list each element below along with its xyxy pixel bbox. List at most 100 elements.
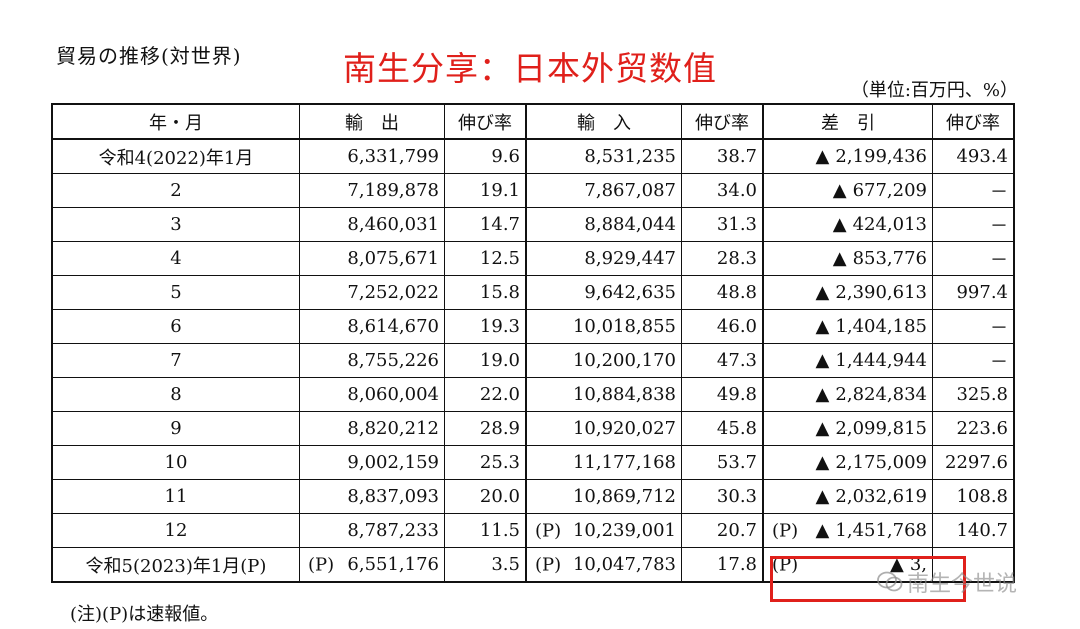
balance-value: 1,444,944	[835, 350, 927, 371]
exports-cell: 8,837,093	[299, 479, 445, 514]
deficit-triangle: ▲	[815, 452, 830, 473]
export-growth-cell: 15.8	[444, 275, 527, 310]
imports-value: 10,884,838	[572, 384, 676, 405]
balance-growth-cell: －	[932, 207, 1015, 242]
table-row: 9 8,820,212 28.9 10,920,027 45.8 ▲ 2,099,815 22…	[51, 411, 1015, 446]
year-month-cell: 8	[51, 377, 300, 412]
table-row: 2 7,189,878 19.1 7,867,087 34.0 ▲ 677,209 －	[51, 173, 1015, 208]
year-month-cell: 7	[51, 343, 300, 378]
col-header-import-growth: 伸び率	[681, 103, 764, 140]
balance-growth-cell: 223.6	[932, 411, 1015, 446]
exports-cell: 7,189,878	[299, 173, 445, 208]
balance-growth-cell: 325.8	[932, 377, 1015, 412]
deficit-triangle: ▲	[815, 146, 830, 167]
exports-cell: 8,614,670	[299, 309, 445, 344]
exports-cell: (P) 6,551,176	[299, 547, 445, 583]
watermark-text: 南生今世说	[907, 572, 1018, 597]
exports-value: 8,820,212	[347, 418, 439, 439]
exports-value: 8,075,671	[347, 248, 439, 269]
table-row: 10 9,002,159 25.3 11,177,168 53.7 ▲ 2,175,009 2…	[51, 445, 1015, 480]
deficit-triangle: ▲	[815, 418, 830, 439]
exports-value: 8,614,670	[347, 316, 439, 337]
balance-cell: ▲ 2,099,815	[762, 411, 933, 446]
imports-value: 10,920,027	[572, 418, 676, 439]
col-header-year-month: 年・月	[51, 103, 300, 140]
balance-growth-cell: 997.4	[932, 275, 1015, 310]
year-month-cell: 3	[51, 207, 300, 242]
balance-value: 424,013	[852, 214, 927, 235]
col-header-balance: 差 引	[762, 103, 933, 140]
imports-value: 8,531,235	[584, 146, 676, 167]
imports-cell: (P) 10,047,783	[525, 547, 682, 583]
imports-value: 10,047,783	[572, 554, 676, 575]
balance-value: 3,	[909, 554, 927, 575]
imports-cell: 8,531,235	[525, 138, 682, 174]
imports-cell: 8,884,044	[525, 207, 682, 242]
balance-cell: ▲ 2,199,436	[762, 138, 933, 174]
imports-value: 11,177,168	[572, 452, 676, 473]
year-month-cell: 令和5(2023)年1月(P)	[51, 547, 300, 583]
exports-value: 6,551,176	[347, 554, 439, 575]
table-row: 3 8,460,031 14.7 8,884,044 31.3 ▲ 424,013 －	[51, 207, 1015, 242]
col-header-imports: 輸 入	[525, 103, 682, 140]
year-month-cell: 10	[51, 445, 300, 480]
deficit-triangle: ▲	[815, 384, 830, 405]
table-row: 5 7,252,022 15.8 9,642,635 48.8 ▲ 2,390,613 997…	[51, 275, 1015, 310]
import-growth-cell: 53.7	[681, 445, 764, 480]
col-header-export-growth: 伸び率	[444, 103, 527, 140]
overlay-title: 南生分享：日本外贸数值	[343, 49, 717, 88]
table-row: 12 8,787,233 11.5 (P) 10,239,001 20.7 (P) ▲ 1,45…	[51, 513, 1015, 548]
balance-value: 2,032,619	[835, 486, 927, 507]
balance-value: 1,451,768	[835, 520, 927, 541]
exports-value: 8,060,004	[347, 384, 439, 405]
imports-cell: 8,929,447	[525, 241, 682, 276]
imports-value: 10,239,001	[572, 520, 676, 541]
deficit-triangle: ▲	[815, 282, 830, 303]
year-month-cell: 5	[51, 275, 300, 310]
imports-cell: 10,200,170	[525, 343, 682, 378]
imports-cell: 10,884,838	[525, 377, 682, 412]
col-header-exports: 輸 出	[299, 103, 445, 140]
import-growth-cell: 31.3	[681, 207, 764, 242]
imports-value: 9,642,635	[584, 282, 676, 303]
balance-growth-cell: －	[932, 241, 1015, 276]
balance-cell: ▲ 2,390,613	[762, 275, 933, 310]
import-growth-cell: 17.8	[681, 547, 764, 583]
imports-cell: 9,642,635	[525, 275, 682, 310]
table-row: 令和4(2022)年1月 6,331,799 9.6 8,531,235 38.7 ▲ 2,…	[51, 138, 1015, 174]
balance-value: 1,404,185	[835, 316, 927, 337]
deficit-triangle: ▲	[832, 180, 847, 201]
exports-cell: 7,252,022	[299, 275, 445, 310]
footnote: (注)(P)は速報値。	[70, 604, 219, 625]
import-growth-cell: 20.7	[681, 513, 764, 548]
exports-cell: 8,060,004	[299, 377, 445, 412]
balance-growth-cell	[932, 547, 1015, 583]
exports-cell: 8,787,233	[299, 513, 445, 548]
table-row: 8 8,060,004 22.0 10,884,838 49.8 ▲ 2,824,834 32…	[51, 377, 1015, 412]
table-row: 令和5(2023)年1月(P) (P) 6,551,176 3.5 (P) 10,047,…	[51, 547, 1015, 583]
preliminary-mark: (P)	[772, 520, 799, 541]
balance-growth-cell: 108.8	[932, 479, 1015, 514]
balance-growth-cell: 493.4	[932, 138, 1015, 174]
exports-cell: 9,002,159	[299, 445, 445, 480]
deficit-triangle: ▲	[815, 316, 830, 337]
export-growth-cell: 25.3	[444, 445, 527, 480]
deficit-triangle: ▲	[815, 486, 830, 507]
import-growth-cell: 45.8	[681, 411, 764, 446]
import-growth-cell: 48.8	[681, 275, 764, 310]
export-growth-cell: 22.0	[444, 377, 527, 412]
balance-growth-cell: 2297.6	[932, 445, 1015, 480]
balance-growth-cell: －	[932, 309, 1015, 344]
exports-value: 8,755,226	[347, 350, 439, 371]
import-growth-cell: 34.0	[681, 173, 764, 208]
balance-value: 677,209	[852, 180, 927, 201]
import-growth-cell: 38.7	[681, 138, 764, 174]
balance-growth-cell: 140.7	[932, 513, 1015, 548]
exports-value: 7,252,022	[347, 282, 439, 303]
imports-cell: 10,920,027	[525, 411, 682, 446]
preliminary-mark: (P)	[535, 520, 562, 541]
balance-value: 2,390,613	[835, 282, 927, 303]
balance-value: 853,776	[852, 248, 927, 269]
exports-cell: 8,820,212	[299, 411, 445, 446]
export-growth-cell: 12.5	[444, 241, 527, 276]
